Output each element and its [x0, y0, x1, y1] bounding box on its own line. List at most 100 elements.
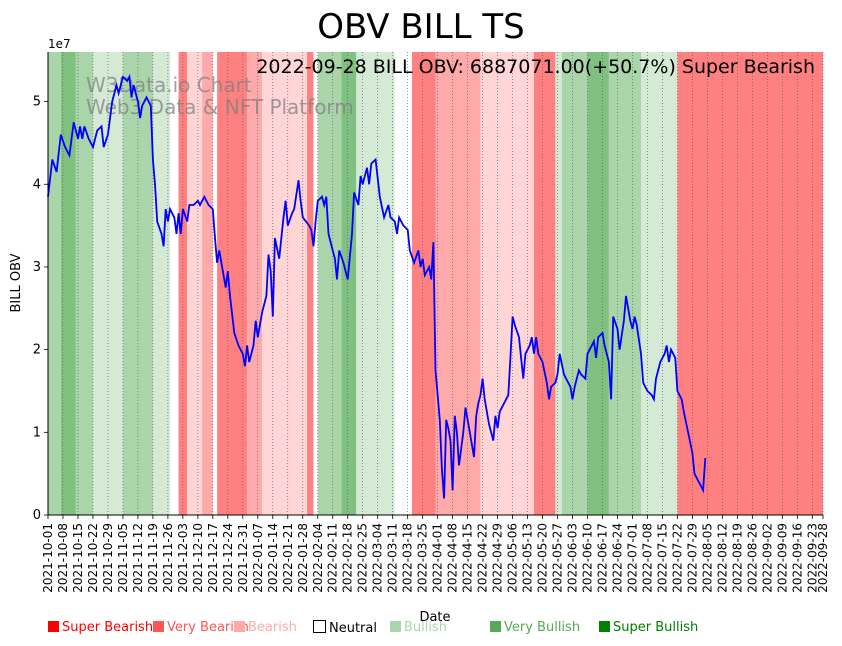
x-tick-label: 2021-12-03: [176, 523, 190, 593]
x-tick-label: 2022-09-16: [790, 523, 804, 593]
y-tick-label: 4: [33, 177, 41, 192]
legend-swatch: [153, 621, 164, 632]
legend-label: Bearish: [248, 620, 297, 635]
y-tick-label: 2: [33, 343, 41, 358]
legend-swatch: [390, 621, 401, 632]
band-super_bearish: [217, 52, 248, 515]
x-tick-label: 2022-03-11: [386, 523, 400, 593]
x-tick-label: 2022-04-29: [491, 523, 505, 593]
series-line-obv: [47, 73, 707, 499]
x-tick-label: 2021-12-31: [236, 523, 250, 593]
legend-label: Very Bullish: [504, 620, 581, 635]
x-tick-label: 2022-05-20: [536, 523, 550, 593]
chart-annotation: 2022-09-28 BILL OBV: 6887071.00(+50.7%) …: [256, 56, 815, 78]
legend-swatch: [599, 621, 610, 632]
x-axis-label: Date: [419, 610, 450, 625]
band-super_bearish: [677, 52, 823, 515]
watermark-line-2: Web3 Data & NFT Platform: [86, 95, 354, 119]
x-tick-label: 2021-11-19: [146, 523, 160, 593]
x-tick-label: 2022-02-11: [326, 523, 340, 593]
band-very_bullish: [561, 52, 588, 515]
band-very_bullish: [317, 52, 342, 515]
x-tick-label: 2021-11-26: [161, 523, 175, 593]
x-tick-label: 2022-01-07: [251, 523, 265, 593]
x-tick-label: 2022-01-21: [281, 523, 295, 593]
legend-item: Neutral: [313, 620, 377, 636]
band-neutral: [170, 52, 179, 515]
legend-item: Very Bullish: [490, 620, 580, 635]
x-tick-label: 2022-09-23: [805, 523, 819, 593]
band-neutral: [212, 52, 218, 515]
x-tick-label: 2022-04-08: [446, 523, 460, 593]
x-tick-label: 2021-10-01: [41, 523, 55, 593]
band-very_bearish: [202, 52, 213, 515]
x-tick-label: 2022-02-25: [356, 523, 370, 593]
legend-swatch: [234, 621, 245, 632]
x-tick-label: 2021-10-08: [56, 523, 70, 593]
x-tick-label: 2022-06-10: [581, 523, 595, 593]
band-super_bullish: [60, 52, 76, 515]
x-tick-label: 2022-09-09: [775, 523, 789, 593]
x-tick-label: 2022-01-14: [266, 523, 280, 593]
x-tick-label: 2022-06-17: [595, 523, 609, 593]
x-tick-label: 2022-09-28: [816, 523, 830, 593]
legend-item: Bullish: [390, 620, 447, 635]
band-super_bearish: [307, 52, 314, 515]
x-tick-label: 2022-05-13: [521, 523, 535, 593]
x-tick-label: 2022-07-08: [640, 523, 654, 593]
legend-swatch: [48, 621, 59, 632]
x-tick-label: 2021-11-05: [116, 523, 130, 593]
band-neutral: [394, 52, 412, 515]
band-bullish: [555, 52, 562, 515]
x-tick-label: 2022-08-05: [700, 523, 714, 593]
legend-item: Super Bearish: [48, 620, 153, 635]
x-tick-label: 2022-01-28: [296, 523, 310, 593]
x-tick-label: 2022-08-12: [715, 523, 729, 593]
x-tick-label: 2022-08-19: [730, 523, 744, 593]
y-axis-label: BILL OBV: [9, 253, 24, 312]
x-tick-label: 2021-10-29: [101, 523, 115, 593]
band-bullish: [356, 52, 395, 515]
legend-swatch: [490, 621, 501, 632]
band-super_bearish: [411, 52, 436, 515]
x-tick-label: 2022-03-04: [371, 523, 385, 593]
y-tick-label: 5: [33, 95, 41, 110]
y-tick-label: 1: [33, 425, 41, 440]
axes: 2021-10-01 2021-10-08 2021-10-15 2021-10-22…: [33, 52, 830, 593]
y-tick-label: 3: [33, 260, 41, 275]
band-very_bullish: [48, 52, 61, 515]
legend-label: Super Bearish: [62, 620, 154, 635]
x-tick-label: 2022-05-06: [506, 523, 520, 593]
x-tick-label: 2021-10-15: [71, 523, 85, 593]
x-tick-label: 2021-12-10: [191, 523, 205, 593]
vertical-gridlines: [47, 52, 824, 515]
legend-label: Very Bearish: [167, 620, 249, 635]
legend-label: Bullish: [404, 620, 448, 635]
x-tick-label: 2022-07-15: [655, 523, 669, 593]
x-tick-label: 2022-06-24: [610, 523, 624, 593]
x-tick-label: 2022-07-22: [670, 523, 684, 593]
legend-swatch: [313, 620, 326, 633]
x-tick-label: 2022-09-02: [760, 523, 774, 593]
background-bands: [48, 52, 823, 515]
x-tick-label: 2022-07-01: [625, 523, 639, 593]
legend-label: Neutral: [329, 621, 377, 636]
y-offset-label: 1e7: [48, 37, 71, 51]
x-tick-label: 2022-07-29: [685, 523, 699, 593]
band-very_bearish: [247, 52, 263, 515]
x-tick-label: 2022-08-26: [745, 523, 759, 593]
band-neutral: [313, 52, 318, 515]
legend-item: Super Bullish: [599, 620, 698, 635]
y-tick-label: 0: [33, 508, 41, 523]
band-super_bullish: [341, 52, 357, 515]
band-bullish: [641, 52, 678, 515]
x-tick-label: 2021-10-22: [86, 523, 100, 593]
x-tick-label: 2021-12-17: [206, 523, 220, 593]
legend-label: Super Bullish: [613, 620, 699, 635]
band-very_bullish: [75, 52, 93, 515]
x-tick-label: 2022-04-22: [476, 523, 490, 593]
x-tick-label: 2021-12-24: [221, 523, 235, 593]
x-tick-label: 2022-02-18: [341, 523, 355, 593]
band-bullish: [152, 52, 171, 515]
